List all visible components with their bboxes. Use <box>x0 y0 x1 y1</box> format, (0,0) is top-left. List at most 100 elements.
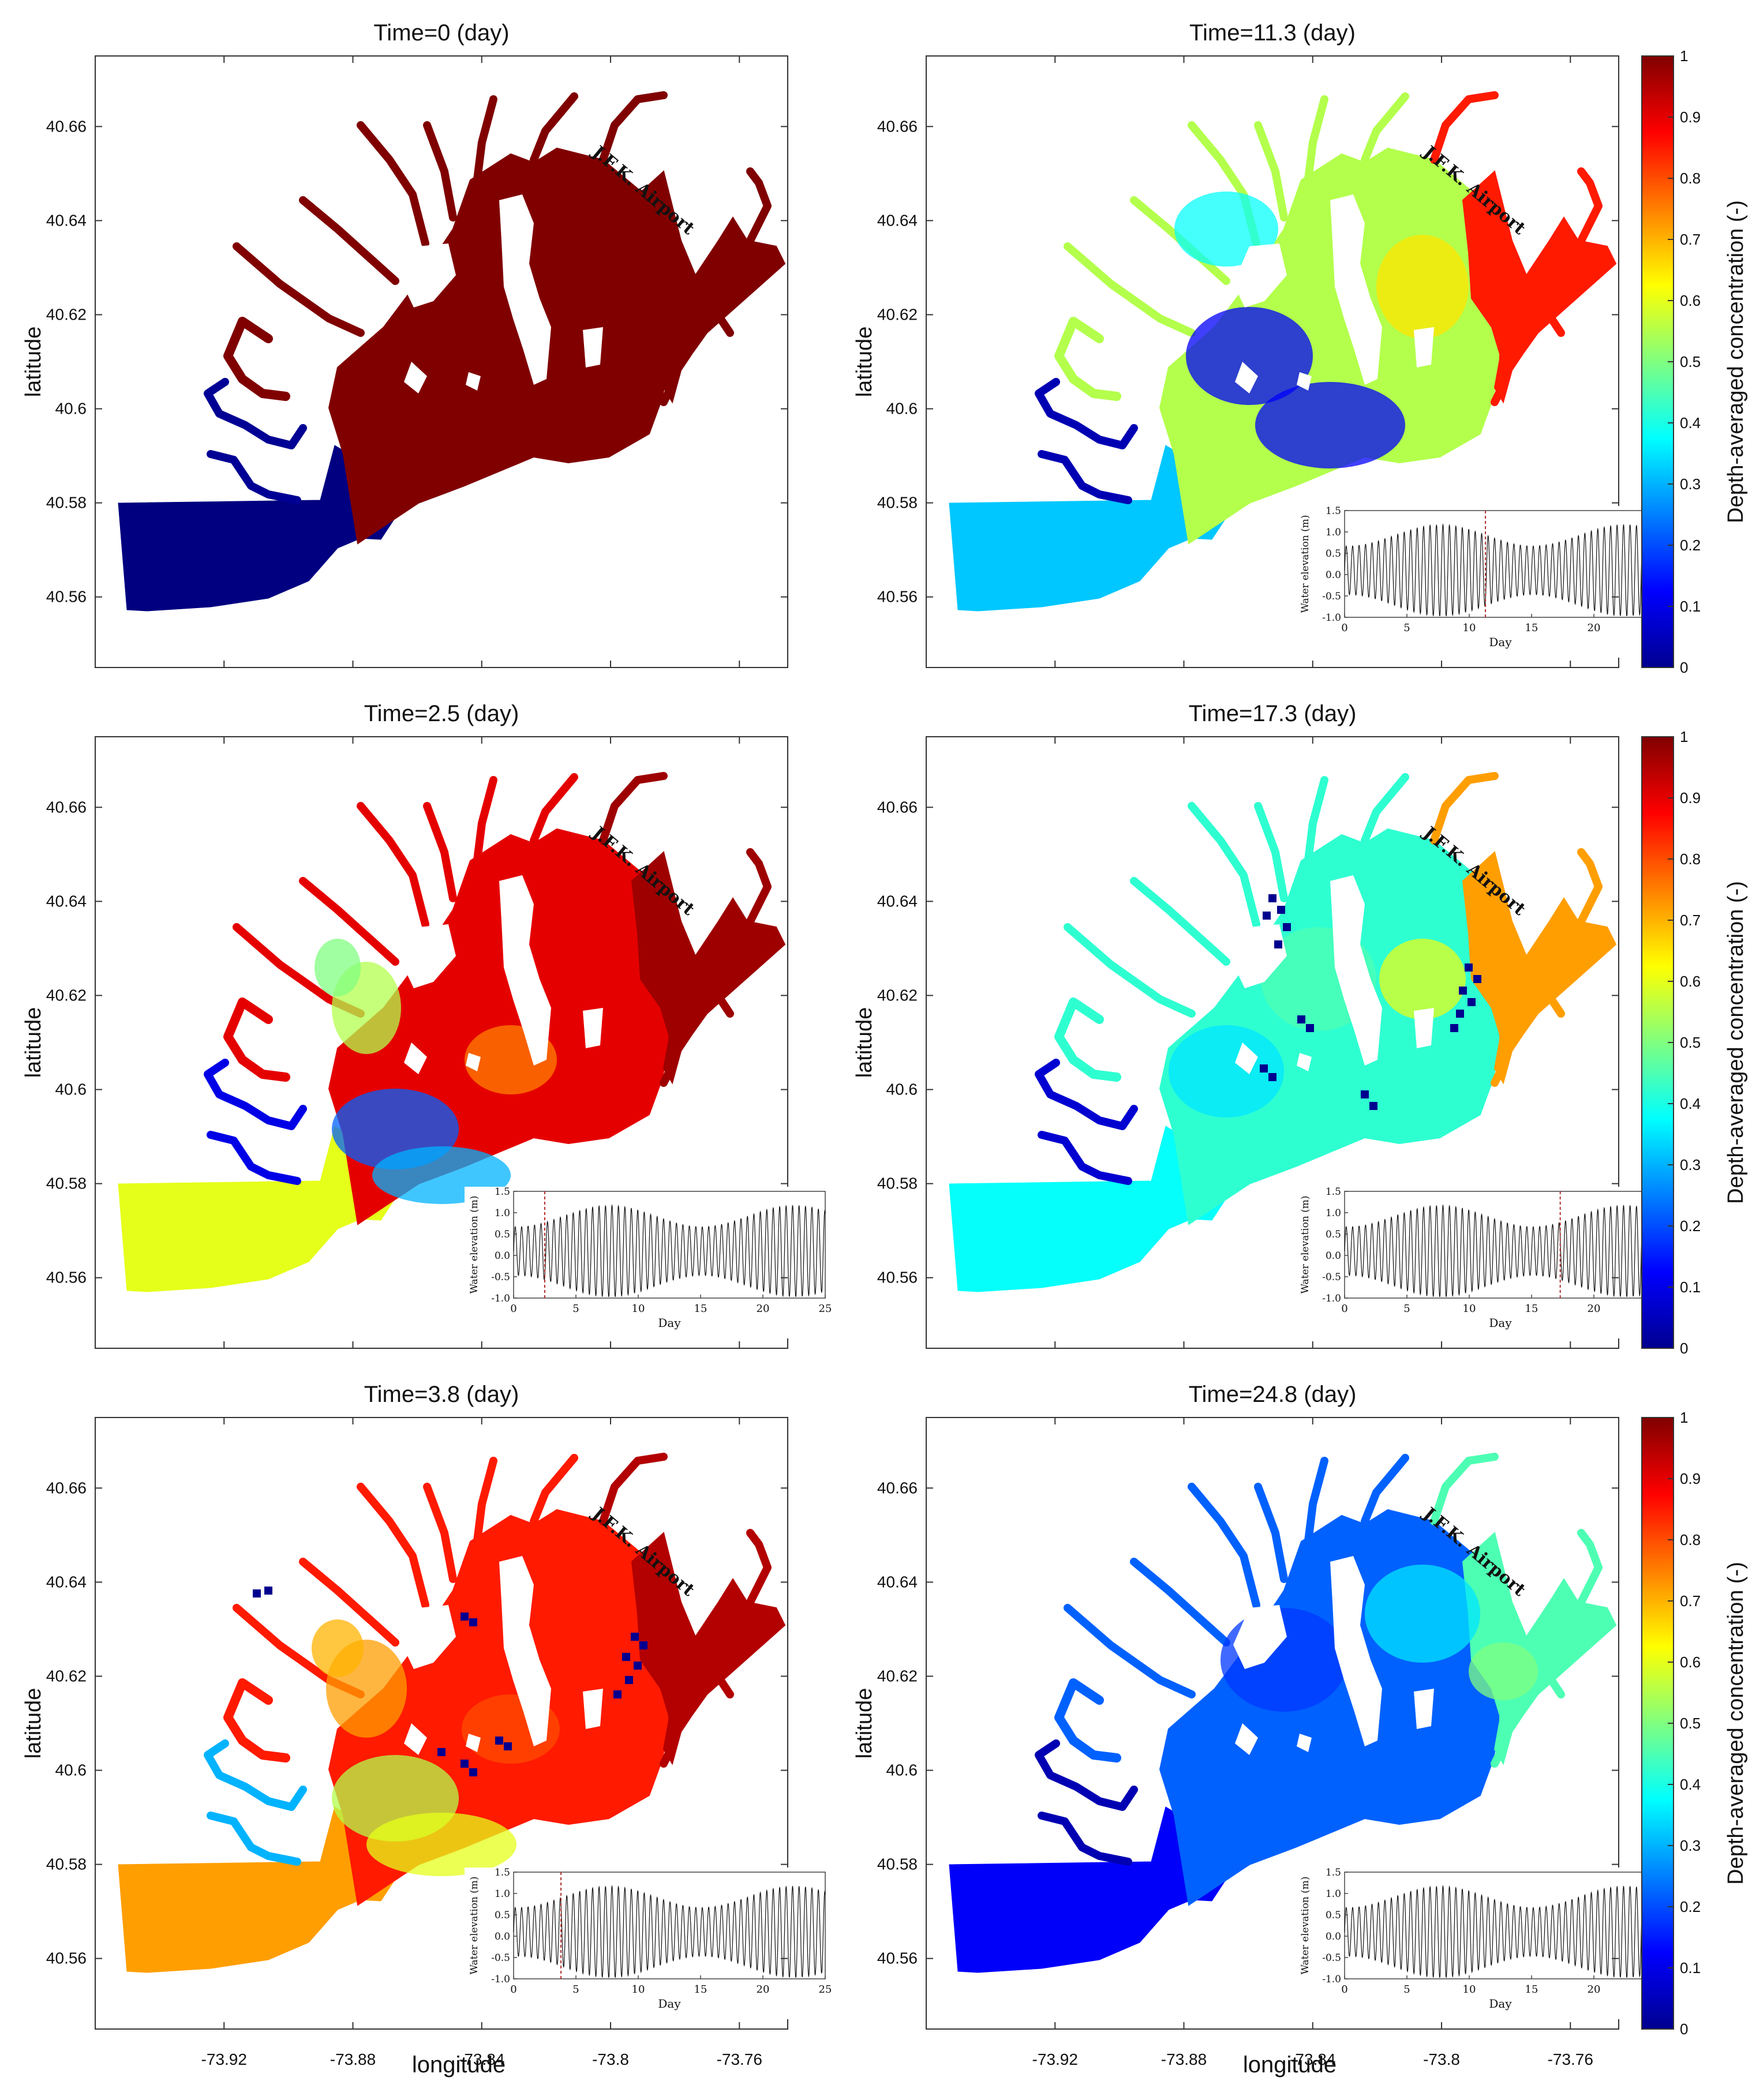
colorbar-ticks: 0 0.1 0.2 0.3 0.4 0.5 0.6 0.7 0.8 0.9 1 <box>1668 47 1701 676</box>
marsh-island <box>1297 1053 1312 1071</box>
marsh-island <box>404 362 427 393</box>
inset-x-tick-label: 15 <box>1525 622 1538 634</box>
tidal-creek <box>599 1453 668 1525</box>
inset-x-tick-label: 15 <box>694 1303 707 1315</box>
colorbar-label: Depth-averaged concentration (-) <box>1724 200 1748 523</box>
dry-cell <box>1468 998 1476 1006</box>
panel-title: Time=0 (day) <box>373 20 509 46</box>
colorbar-tick-label: 0.3 <box>1680 1837 1701 1854</box>
marsh-island <box>1235 362 1258 393</box>
inset-y-tick-label: -1.0 <box>1322 612 1341 624</box>
panel-time-24-8: Time=24.8 (day) J.F.K. Airport 051015202… <box>852 1382 1663 2078</box>
inset-x-tick-label: 5 <box>572 1303 579 1315</box>
dry-cell <box>1283 923 1291 931</box>
colorbar-tick-label: 0.5 <box>1680 353 1701 370</box>
tidal-creek <box>1361 1454 1409 1525</box>
marsh-island <box>583 1689 603 1729</box>
dry-cell <box>264 1587 272 1595</box>
x-axis: -73.92 -73.88 -73.84 -73.8 -73.76 <box>1032 1417 1593 2068</box>
marsh-island <box>1233 243 1287 308</box>
tidal-creek <box>1517 306 1565 337</box>
y-tick-label: 40.58 <box>46 1855 87 1873</box>
tidal-creek <box>1491 1713 1507 1768</box>
x-axis-label: longitude <box>1243 2052 1337 2078</box>
inset-x-label: Day <box>658 1316 681 1330</box>
x-tick-label: -73.76 <box>717 2050 762 2068</box>
colorbar-top: 0 0.1 0.2 0.3 0.4 0.5 0.6 0.7 0.8 0.9 1 Depth-aver… <box>1641 47 1748 676</box>
y-tick-label: 40.6 <box>55 400 87 418</box>
dry-cell <box>1306 1024 1314 1032</box>
y-axis-label: latitude <box>852 1007 877 1078</box>
colorbar-tick-label: 0.2 <box>1680 1898 1701 1915</box>
concentration-patch <box>1255 382 1405 468</box>
tidal-creek <box>686 987 734 1018</box>
marsh-island <box>466 372 481 391</box>
colorbar-tick-label: 0.2 <box>1680 1217 1701 1235</box>
inset-x-tick-label: 10 <box>632 1983 645 1996</box>
inset-x-tick-label: 0 <box>510 1983 516 1996</box>
tidal-creek <box>1130 1558 1230 1647</box>
marsh-channel <box>1038 450 1132 504</box>
tidal-creek <box>1188 802 1260 928</box>
colorbar-tick-label: 0.5 <box>1680 1715 1701 1732</box>
inset-background <box>1296 506 1662 658</box>
dry-cell <box>622 1653 630 1661</box>
inset-y-tick-label: -0.5 <box>1322 1952 1341 1964</box>
dry-cell <box>1361 1090 1369 1098</box>
dry-cell <box>504 1742 512 1750</box>
dry-cell <box>1260 1064 1268 1072</box>
y-tick-label: 40.64 <box>877 892 918 910</box>
y-tick-label: 40.62 <box>46 305 87 323</box>
tidal-creek <box>423 121 457 222</box>
colorbar-tick-label: 0.6 <box>1680 1653 1701 1671</box>
concentration-patch <box>1169 1025 1284 1118</box>
tidal-creek <box>299 196 399 285</box>
colorbar-tick-label: 0.2 <box>1680 537 1701 554</box>
tidal-creek <box>686 306 734 337</box>
colorbar-tick-label: 0.3 <box>1680 475 1701 493</box>
tidal-creek <box>599 91 668 164</box>
dry-cell <box>1268 1073 1276 1081</box>
marsh-island <box>402 924 456 988</box>
y-tick-label: 40.6 <box>886 400 918 418</box>
inset-x-tick-label: 15 <box>1525 1303 1538 1315</box>
y-tick-label: 40.58 <box>877 1855 918 1873</box>
x-axis-label: longitude <box>412 2052 506 2078</box>
colorbar-tick-label: 1 <box>1680 1409 1688 1426</box>
colorbar-tick-label: 0.8 <box>1680 1531 1701 1548</box>
marsh-channel <box>207 450 301 504</box>
tidal-creek <box>472 776 497 873</box>
y-tick-label: 40.56 <box>877 1949 918 1967</box>
colorbar-middle: 0 0.1 0.2 0.3 0.4 0.5 0.6 0.7 0.8 0.9 1 Depth-aver… <box>1641 728 1748 1357</box>
marsh-island <box>1330 1556 1382 1746</box>
colorbar-tick-label: 0.8 <box>1680 850 1701 868</box>
dry-cell <box>1274 940 1282 948</box>
colorbar-bottom: 0 0.1 0.2 0.3 0.4 0.5 0.6 0.7 0.8 0.9 1 Depth-aver… <box>1641 1409 1748 2038</box>
dry-cell <box>1456 1010 1464 1018</box>
y-tick-label: 40.6 <box>886 1761 918 1779</box>
marsh-island <box>402 243 456 308</box>
x-tick-label: -73.84 <box>459 2050 504 2068</box>
y-tick-label: 40.66 <box>46 798 87 816</box>
inset-x-tick-label: 5 <box>1403 622 1410 634</box>
inset-y-tick-label: -1.0 <box>1322 1974 1341 1985</box>
inset-y-tick-label: 0.0 <box>495 1250 510 1262</box>
tidal-creek <box>357 121 429 247</box>
x-axis: -73.92 -73.88 -73.84 -73.8 -73.76 <box>201 1417 762 2068</box>
colorbar-tick-label: 0.7 <box>1680 1592 1701 1610</box>
y-tick-label: 40.66 <box>877 117 918 135</box>
dry-cell <box>469 1768 477 1776</box>
colorbar-tick-label: 0.4 <box>1680 414 1701 432</box>
colorbar-tick-label: 0.6 <box>1680 973 1701 990</box>
dry-cell <box>1263 912 1271 920</box>
marsh-island <box>1414 327 1434 367</box>
inset-x-tick-label: 15 <box>1525 1983 1538 1996</box>
colorbar-tick-label: 0.3 <box>1680 1156 1701 1173</box>
colorbar-tick-label: 0.7 <box>1680 912 1701 929</box>
tidal-creek <box>1430 1453 1499 1525</box>
tidal-creek <box>1303 776 1328 873</box>
inset-x-tick-label: 5 <box>1403 1983 1410 1996</box>
y-tick-label: 40.56 <box>877 588 918 606</box>
